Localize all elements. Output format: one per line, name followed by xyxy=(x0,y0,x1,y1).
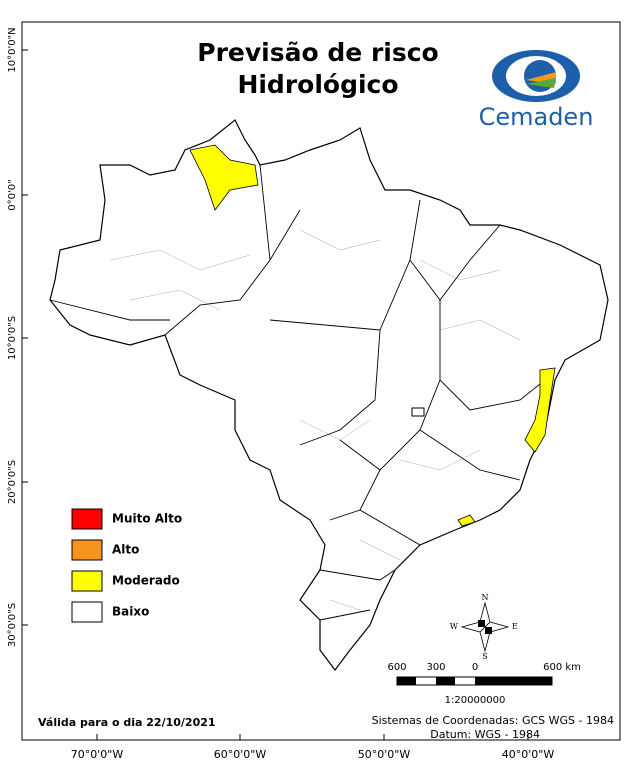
lat-label: 10°0'0"S xyxy=(7,316,18,360)
lon-label: 70°0'0"W xyxy=(71,748,124,761)
lat-label: 20°0'0"S xyxy=(7,460,18,504)
lat-label: 30°0'0"S xyxy=(7,603,18,647)
datum: Datum: WGS - 1984 xyxy=(430,728,540,741)
compass-label: S xyxy=(482,652,487,661)
state-lines xyxy=(49,164,546,621)
scale-label: 300 xyxy=(426,662,445,673)
legend-swatch xyxy=(71,508,103,530)
compass-label: W xyxy=(450,622,459,631)
scale-label: 600 km xyxy=(543,662,581,673)
logo-text: Cemaden xyxy=(479,103,594,131)
scale-label: 0 xyxy=(472,662,478,673)
risk-region xyxy=(457,514,476,527)
logo: Cemaden xyxy=(479,50,594,131)
scale-ratio: 1:20000000 xyxy=(445,695,506,706)
legend-label: Baixo xyxy=(112,605,149,619)
legend-swatch xyxy=(71,601,103,623)
lon-label: 50°0'0"W xyxy=(358,748,411,761)
valid-date: Válida para o dia 22/10/2021 xyxy=(38,716,216,729)
coordinate-system: Sistemas de Coordenadas: GCS WGS - 1984 xyxy=(372,714,614,727)
lat-label: 0°0'0" xyxy=(7,179,18,210)
title-line: Hidrológico xyxy=(237,70,398,99)
lon-label: 40°0'0"W xyxy=(502,748,555,761)
north-arrow: N S E W xyxy=(450,593,518,661)
lon-label: 60°0'0"W xyxy=(214,748,267,761)
compass-label: E xyxy=(512,622,518,631)
legend-swatch xyxy=(71,570,103,592)
scale-label: 600 xyxy=(387,662,406,673)
compass-label: N xyxy=(482,593,489,602)
legend-label: Alto xyxy=(112,543,139,557)
legend-label: Moderado xyxy=(112,574,180,588)
country-outline xyxy=(49,119,609,671)
legend-swatch xyxy=(71,539,103,561)
legend-label: Muito Alto xyxy=(112,512,182,526)
risk-region xyxy=(189,144,259,211)
risk-region xyxy=(524,367,556,453)
title-line: Previsão de risco xyxy=(197,38,438,67)
lat-label: 10°0'0"N xyxy=(7,27,18,72)
scale-bar: 600 300 0 600 km 1:20000000 xyxy=(387,662,580,706)
